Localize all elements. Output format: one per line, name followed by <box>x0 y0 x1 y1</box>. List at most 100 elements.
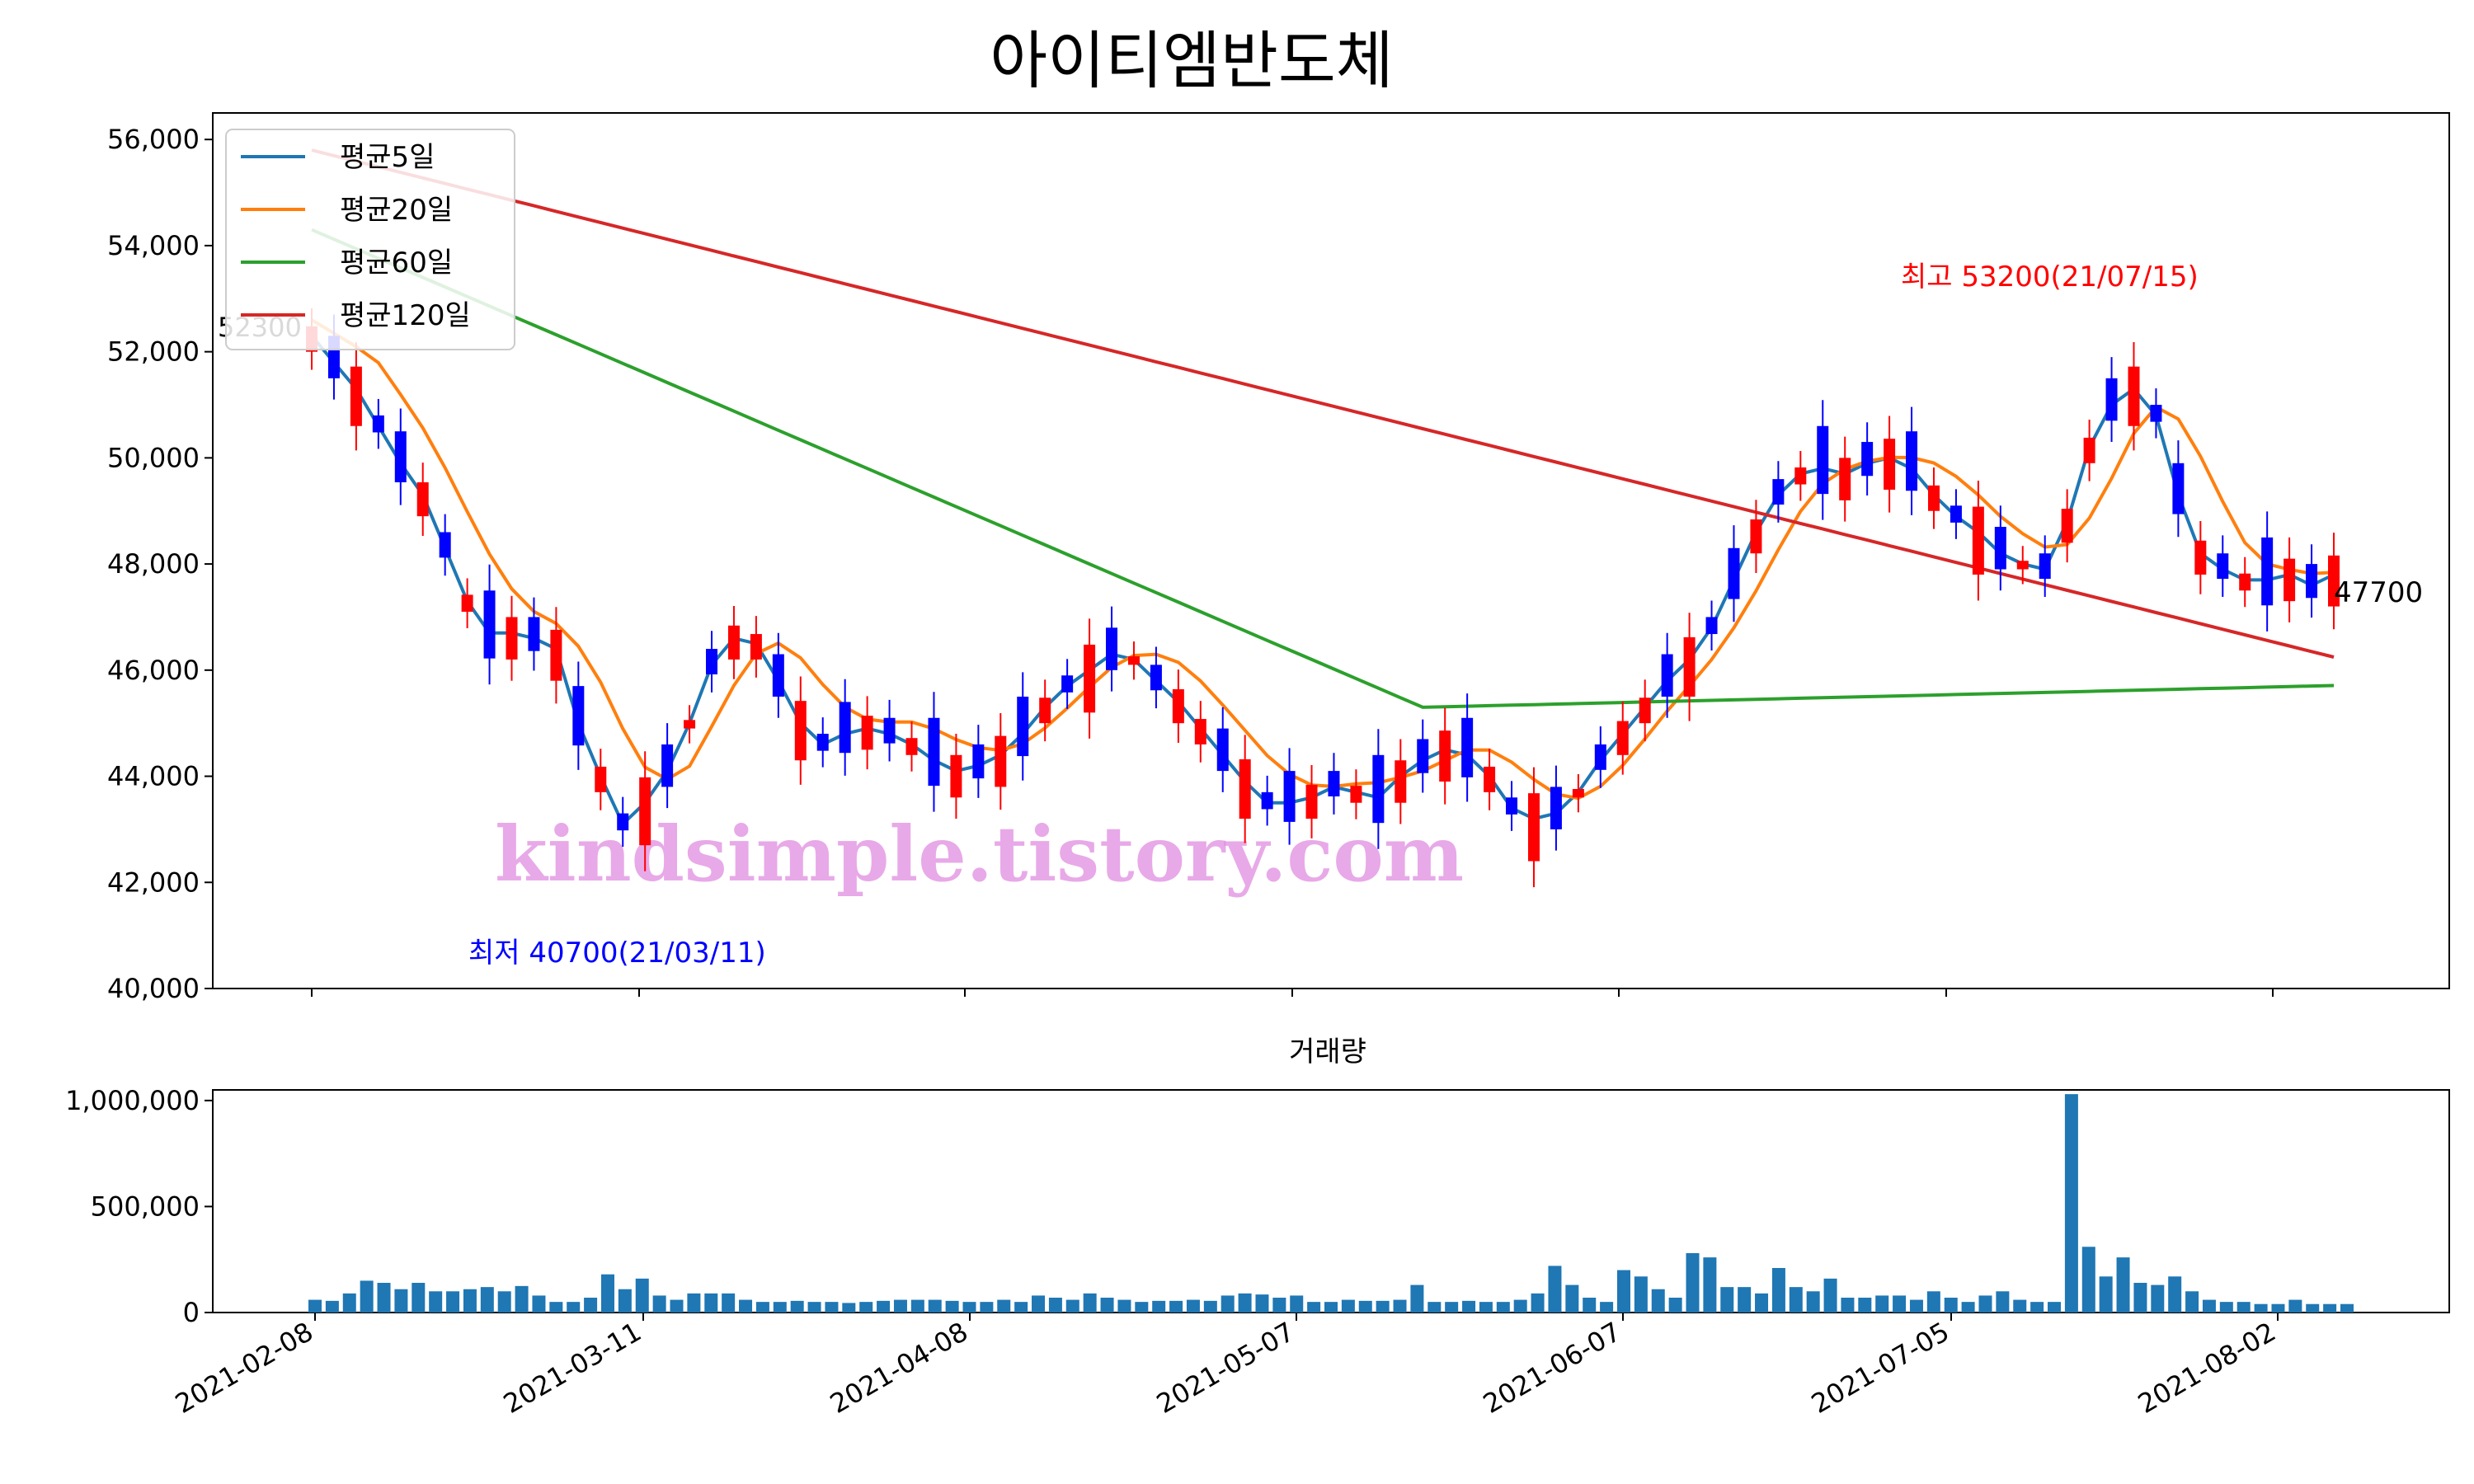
candle-body <box>1839 458 1851 500</box>
candle-body <box>950 754 962 798</box>
volume-bar <box>893 1299 907 1313</box>
candle-body <box>1661 654 1673 697</box>
volume-bar <box>412 1283 426 1313</box>
y-tick-label: 46,000 <box>107 655 200 686</box>
volume-bar <box>1978 1295 1992 1313</box>
candle-body <box>2172 463 2185 514</box>
candle-body <box>1061 675 1074 693</box>
x-tick-label: 2021-06-07 <box>1478 1316 1626 1420</box>
volume-bar <box>1686 1253 1700 1313</box>
candle-body <box>1884 439 1896 490</box>
y-tick-label: 42,000 <box>107 866 200 898</box>
volume-bar <box>1583 1298 1597 1313</box>
ma120-line <box>311 148 2335 659</box>
y-tick-label: 48,000 <box>107 548 200 580</box>
candle-body <box>2194 540 2207 575</box>
volume-y-tick-label: 1,000,000 <box>65 1085 200 1116</box>
candle-body <box>1194 719 1206 744</box>
low-annotation: 최저 40700(21/03/11) <box>468 937 766 970</box>
candle-body <box>2150 405 2162 422</box>
volume-bar <box>394 1289 408 1313</box>
candle-body <box>1705 617 1718 635</box>
volume-bar <box>1513 1299 1527 1313</box>
volume-bar <box>2030 1302 2044 1313</box>
volume-bar <box>2306 1303 2320 1313</box>
candle-body <box>1305 784 1318 819</box>
candle-body <box>416 481 429 517</box>
volume-bar <box>1117 1299 1131 1313</box>
candle-body <box>483 590 496 659</box>
watermark: kindsimple.tistory.com <box>495 810 1464 899</box>
x-tick-label: 2021-04-08 <box>825 1316 973 1420</box>
candle-body <box>1572 788 1584 798</box>
candle-body <box>684 720 696 729</box>
candle-body <box>1772 479 1785 505</box>
candle-body <box>1084 644 1096 713</box>
candle-body <box>1395 760 1407 803</box>
candle-body <box>2105 378 2118 421</box>
candle-body <box>750 634 762 660</box>
candle-body <box>727 625 740 660</box>
candle-body <box>1417 739 1429 773</box>
ma20-line <box>310 318 2335 801</box>
volume-bar <box>1909 1299 1923 1313</box>
volume-bar <box>739 1299 753 1313</box>
candle-body <box>1172 688 1184 724</box>
volume-bar <box>1427 1302 1442 1313</box>
volume-bar <box>1445 1302 1459 1313</box>
volume-bar <box>2081 1247 2095 1313</box>
candle-body <box>2039 553 2051 580</box>
volume-bar <box>1668 1298 1682 1313</box>
legend-label: 평균120일 <box>340 299 471 332</box>
y-tick-label: 44,000 <box>107 761 200 792</box>
candle-body <box>772 654 784 697</box>
candle-body <box>883 717 896 744</box>
candle-body <box>595 766 607 792</box>
volume-bar <box>377 1283 391 1313</box>
candle-body <box>1283 771 1296 822</box>
volume-bar <box>687 1293 701 1313</box>
ma60-line <box>311 228 2335 709</box>
candle-body <box>1127 656 1140 665</box>
y-tick-label: 52,000 <box>107 336 200 368</box>
volume-bar <box>790 1300 804 1313</box>
candle-body <box>1106 627 1118 670</box>
candle-body <box>2239 573 2251 591</box>
volume-bar <box>1806 1291 1820 1313</box>
y-tick-label: 54,000 <box>107 230 200 261</box>
candle-body <box>1594 744 1606 770</box>
candle-body <box>439 532 451 558</box>
volume-bar <box>2013 1299 2027 1313</box>
candle-body <box>1261 791 1273 810</box>
volume-bar <box>945 1300 959 1313</box>
volume-bar <box>1823 1278 1837 1313</box>
candle-body <box>1527 793 1540 862</box>
volume-bar <box>1014 1302 1028 1313</box>
volume-bar <box>1944 1298 1958 1313</box>
candle-body <box>2261 537 2274 606</box>
candle-body <box>2128 366 2140 426</box>
volume-y-tick-label: 500,000 <box>91 1190 200 1222</box>
volume-bar <box>480 1287 494 1313</box>
candle-body <box>1550 787 1562 829</box>
volume-bar <box>2340 1303 2354 1313</box>
volume-bar <box>1462 1300 1476 1313</box>
legend-box <box>225 129 515 350</box>
candle-body <box>550 629 562 681</box>
candle-body <box>1950 505 1962 523</box>
volume-bar <box>1135 1302 1149 1313</box>
volume-bar <box>1961 1302 1975 1313</box>
volume-bar <box>1221 1295 1235 1313</box>
volume-bar <box>1479 1302 1493 1313</box>
volume-bar <box>463 1289 477 1313</box>
volume-bar <box>1789 1287 1803 1313</box>
volume-bar <box>1755 1293 1769 1313</box>
candle-body <box>1372 754 1385 824</box>
volume-bar <box>2099 1276 2113 1313</box>
legend-label: 평균5일 <box>340 141 435 174</box>
candle-body <box>1461 717 1474 777</box>
candle-body <box>572 686 585 746</box>
candle-body <box>528 617 540 651</box>
volume-bar <box>567 1302 581 1313</box>
candle-body <box>1683 636 1696 697</box>
